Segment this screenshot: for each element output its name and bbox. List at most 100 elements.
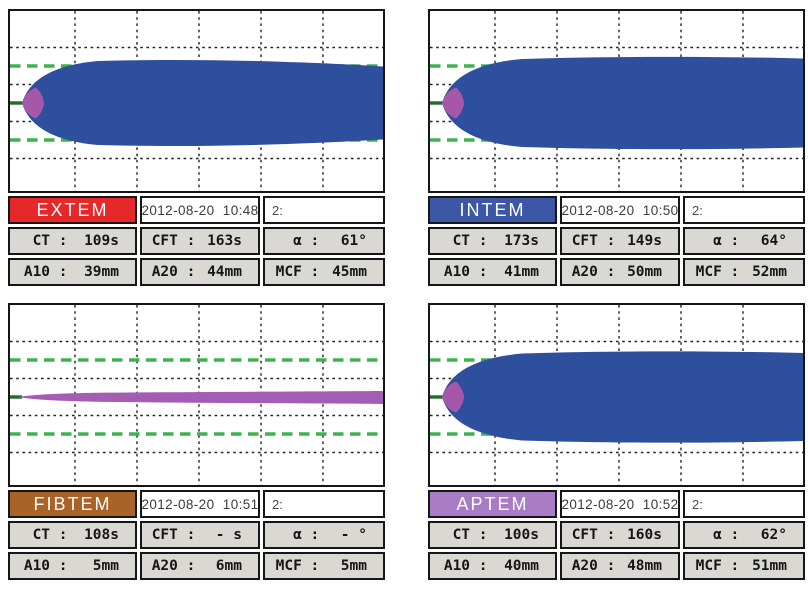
metric-cft: CFT : 163s [140, 227, 260, 255]
metric-alpha: α : 61° [263, 227, 385, 255]
metric-value: 109s [84, 233, 119, 249]
temogram-fibtem [8, 303, 385, 487]
sample-id: 2: [263, 196, 385, 224]
metric-value: 5mm [92, 558, 119, 574]
metric-value: 108s [84, 527, 119, 543]
panel-extem: EXTEM 2012-08-20 10:48 2: CT : 109s CFT … [8, 9, 385, 286]
metric-ct: CT : 108s [8, 521, 137, 549]
timestamp-text: 2012-08-20 10:51 [141, 496, 259, 512]
sample-id-text: 2: [272, 202, 283, 218]
timestamp: 2012-08-20 10:51 [140, 490, 260, 518]
metric-value: 44mm [207, 264, 242, 280]
metric-value: 48mm [627, 558, 662, 574]
metric-a10: A10 : 40mm [428, 552, 557, 580]
metric-label: α : [713, 233, 740, 249]
metric-mcf: MCF : 52mm [683, 258, 805, 286]
test-name-badge: APTEM [428, 490, 557, 518]
metric-label: CT : [32, 527, 68, 543]
sample-id-text: 2: [272, 496, 283, 512]
metric-value: 5mm [340, 558, 367, 574]
metric-alpha: α : 62° [683, 521, 805, 549]
metric-label: A10 : [23, 264, 68, 280]
metric-value: 61° [340, 233, 367, 249]
panel-aptem: APTEM 2012-08-20 10:52 2: CT : 100s CFT … [428, 303, 805, 580]
metric-label: CT : [32, 233, 68, 249]
metric-value: - s [215, 527, 242, 543]
metric-label: CT : [452, 527, 488, 543]
metric-a20: A20 : 48mm [560, 552, 680, 580]
metric-value: 6mm [215, 558, 242, 574]
test-name-badge: INTEM [428, 196, 557, 224]
timestamp: 2012-08-20 10:52 [560, 490, 680, 518]
timestamp-text: 2012-08-20 10:48 [141, 202, 259, 218]
metric-value: 50mm [627, 264, 662, 280]
metric-label: A20 : [151, 558, 196, 574]
metric-ct: CT : 109s [8, 227, 137, 255]
metric-label: A20 : [151, 264, 196, 280]
panel-fibtem: FIBTEM 2012-08-20 10:51 2: CT : 108s CFT… [8, 303, 385, 580]
timestamp: 2012-08-20 10:48 [140, 196, 260, 224]
results-table-extem: EXTEM 2012-08-20 10:48 2: CT : 109s CFT … [8, 196, 385, 286]
metric-alpha: α : 64° [683, 227, 805, 255]
metric-ct: CT : 100s [428, 521, 557, 549]
metric-a10: A10 : 41mm [428, 258, 557, 286]
metric-mcf: MCF : 45mm [263, 258, 385, 286]
metric-value: 64° [760, 233, 787, 249]
results-table-aptem: APTEM 2012-08-20 10:52 2: CT : 100s CFT … [428, 490, 805, 580]
results-table-fibtem: FIBTEM 2012-08-20 10:51 2: CT : 108s CFT… [8, 490, 385, 580]
metric-value: 160s [627, 527, 662, 543]
metric-label: MCF : [275, 264, 320, 280]
sample-id-text: 2: [692, 202, 703, 218]
metric-value: 149s [627, 233, 662, 249]
metric-label: MCF : [695, 558, 740, 574]
metric-alpha: α : - ° [263, 521, 385, 549]
metric-value: 173s [504, 233, 539, 249]
metric-label: MCF : [275, 558, 320, 574]
metric-value: 39mm [84, 264, 119, 280]
metric-label: A10 : [443, 558, 488, 574]
sample-id: 2: [263, 490, 385, 518]
metric-label: A20 : [571, 558, 616, 574]
rotem-four-panel-layout: EXTEM 2012-08-20 10:48 2: CT : 109s CFT … [8, 9, 805, 580]
metric-cft: CFT : 160s [560, 521, 680, 549]
metric-a20: A20 : 6mm [140, 552, 260, 580]
timestamp-text: 2012-08-20 10:52 [561, 496, 679, 512]
metric-label: CFT : [571, 233, 616, 249]
panel-intem: INTEM 2012-08-20 10:50 2: CT : 173s CFT … [428, 9, 805, 286]
metric-value: - ° [340, 527, 367, 543]
test-name-badge: FIBTEM [8, 490, 137, 518]
metric-cft: CFT : - s [140, 521, 260, 549]
metric-a20: A20 : 44mm [140, 258, 260, 286]
test-name-label: APTEM [456, 493, 529, 514]
metric-value: 163s [207, 233, 242, 249]
metric-label: A10 : [443, 264, 488, 280]
metric-label: MCF : [695, 264, 740, 280]
metric-value: 40mm [504, 558, 539, 574]
results-table-intem: INTEM 2012-08-20 10:50 2: CT : 173s CFT … [428, 196, 805, 286]
metric-a10: A10 : 39mm [8, 258, 137, 286]
metric-value: 41mm [504, 264, 539, 280]
metric-value: 100s [504, 527, 539, 543]
timestamp: 2012-08-20 10:50 [560, 196, 680, 224]
test-name-label: INTEM [459, 199, 526, 220]
test-name-label: FIBTEM [33, 493, 112, 514]
metric-value: 62° [760, 527, 787, 543]
temogram-extem [8, 9, 385, 193]
metric-value: 51mm [752, 558, 787, 574]
timestamp-text: 2012-08-20 10:50 [561, 202, 679, 218]
test-name-label: EXTEM [36, 199, 109, 220]
metric-label: α : [293, 527, 320, 543]
metric-label: CT : [452, 233, 488, 249]
metric-cft: CFT : 149s [560, 227, 680, 255]
metric-value: 45mm [332, 264, 367, 280]
metric-a20: A20 : 50mm [560, 258, 680, 286]
metric-label: α : [293, 233, 320, 249]
metric-a10: A10 : 5mm [8, 552, 137, 580]
metric-label: CFT : [571, 527, 616, 543]
metric-mcf: MCF : 51mm [683, 552, 805, 580]
test-name-badge: EXTEM [8, 196, 137, 224]
temogram-intem [428, 9, 805, 193]
temogram-aptem [428, 303, 805, 487]
metric-label: α : [713, 527, 740, 543]
sample-id-text: 2: [692, 496, 703, 512]
